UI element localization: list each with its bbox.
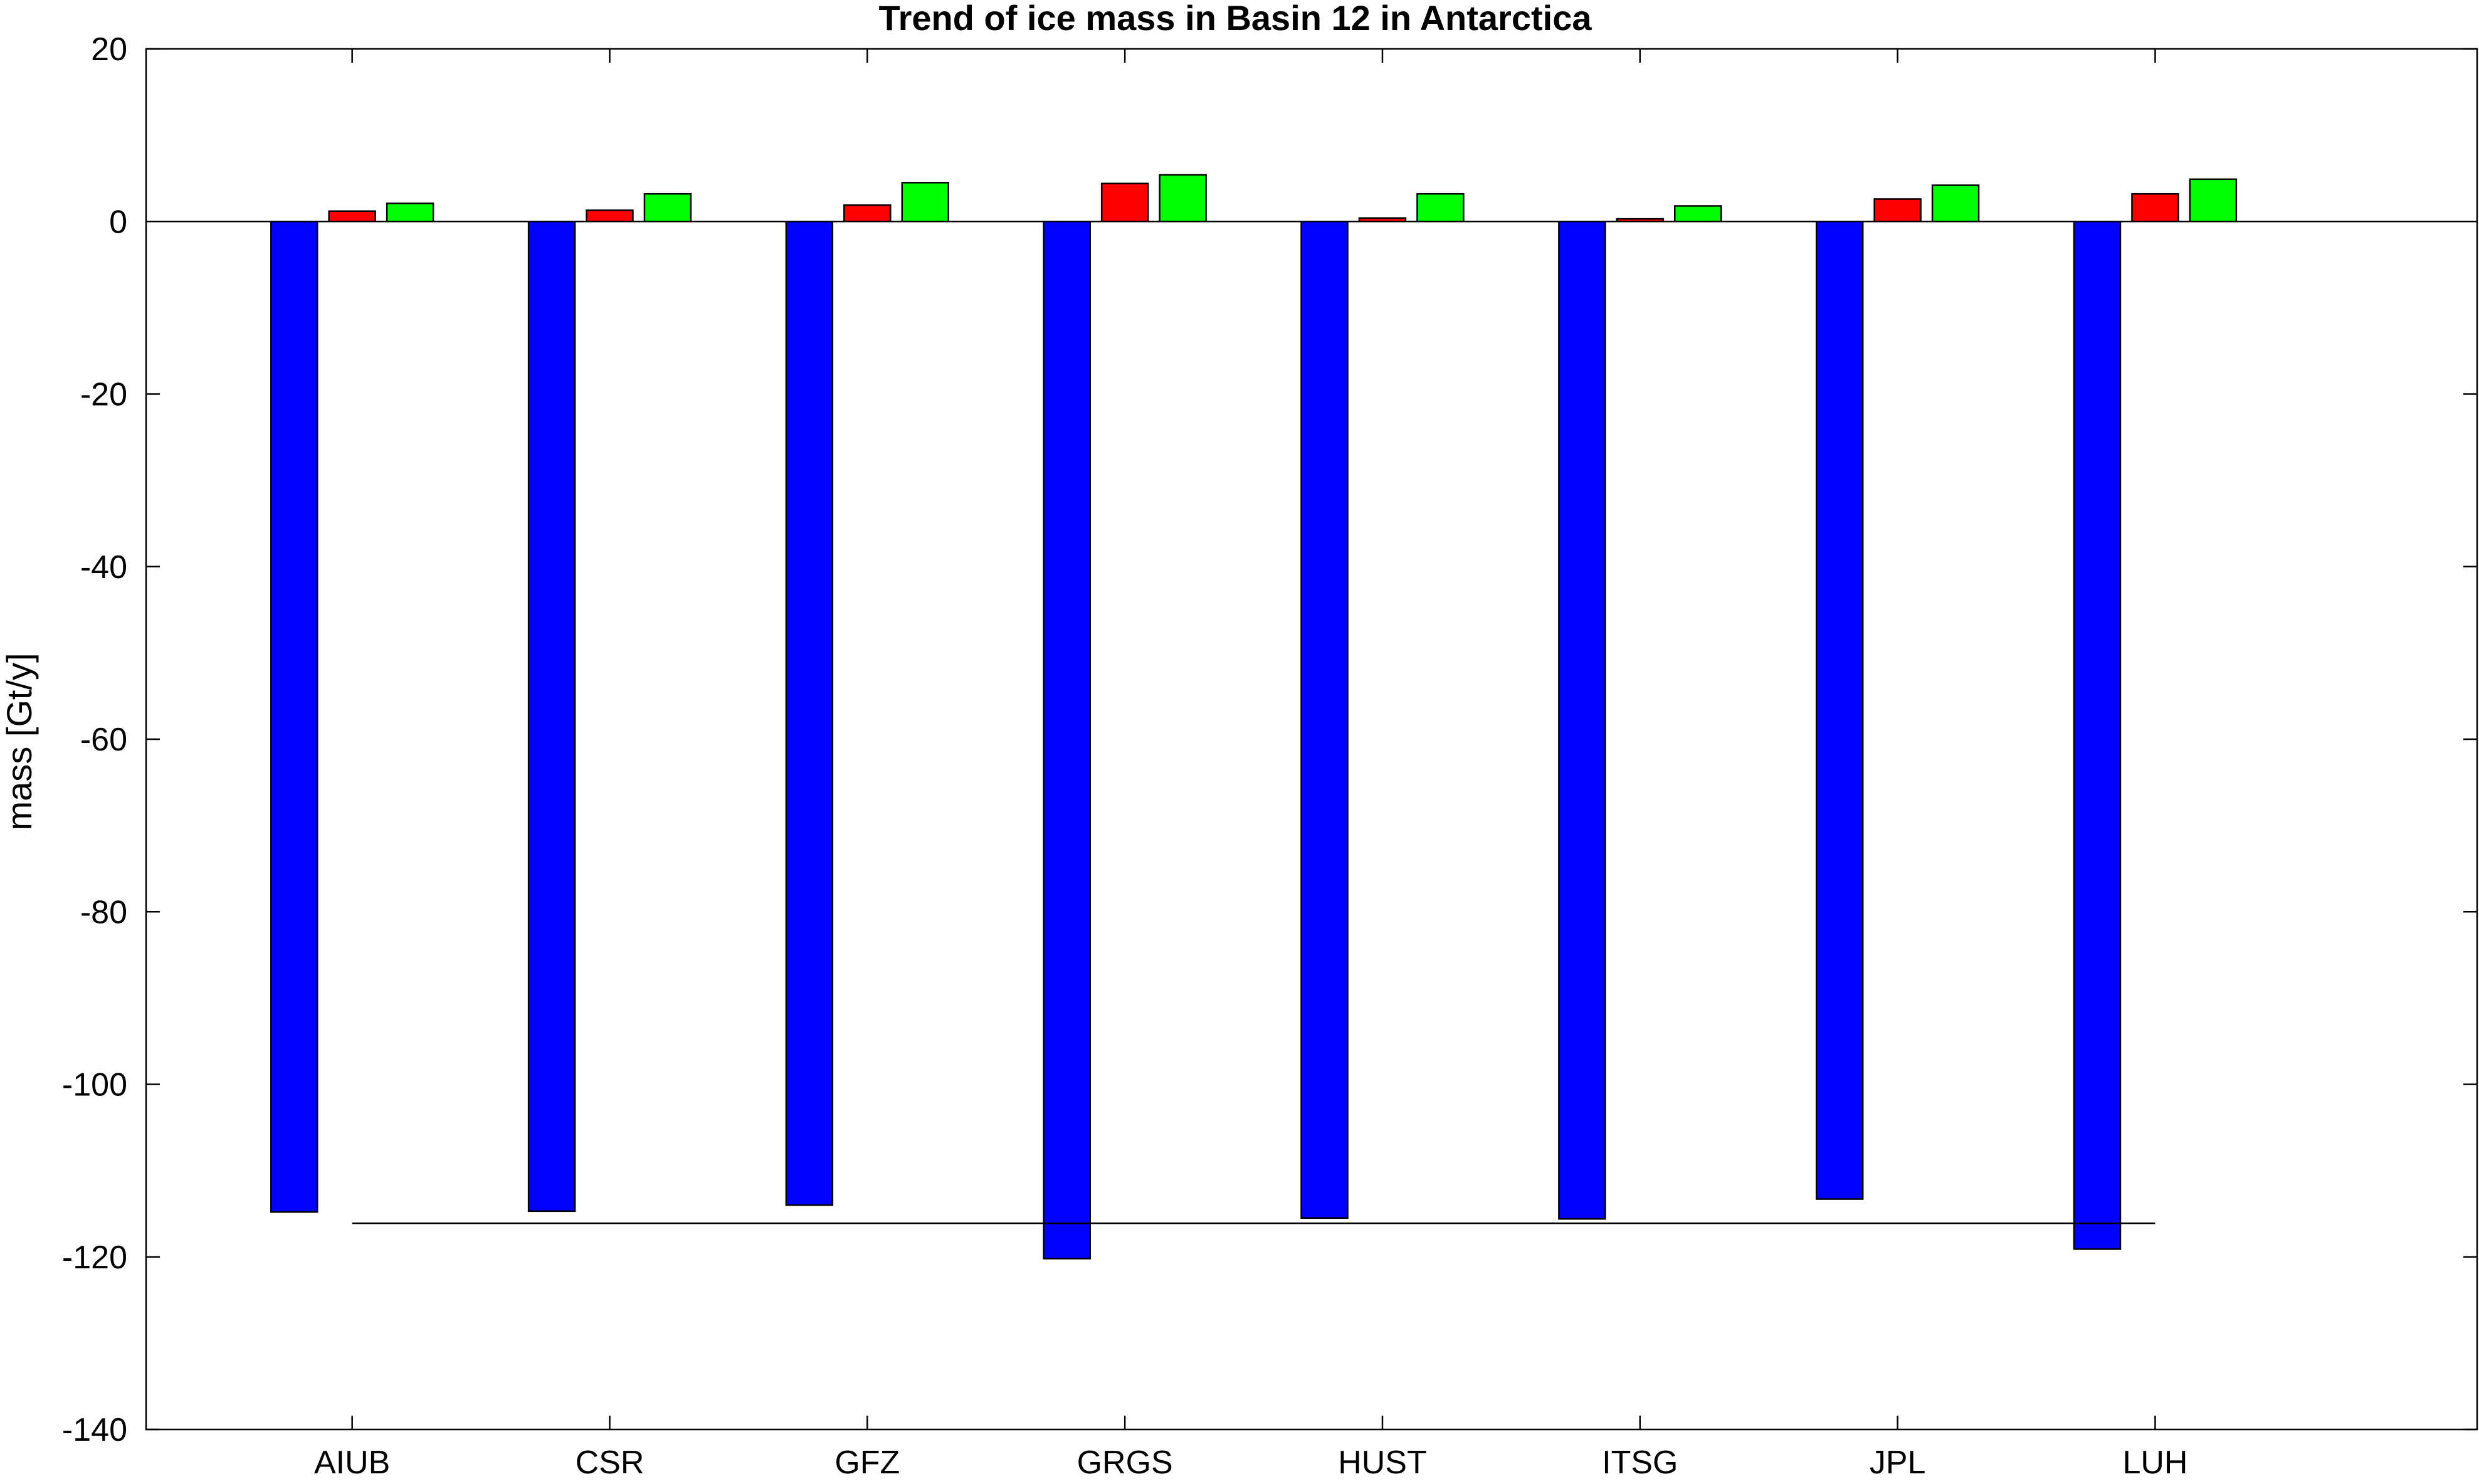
y-tick-label: -140 xyxy=(62,1412,127,1448)
bar-luh-series-3 xyxy=(2189,178,2238,223)
chart-title: Trend of ice mass in Basin 12 in Antarct… xyxy=(879,0,1592,38)
x-tick-label: AIUB xyxy=(314,1445,390,1481)
plot-area: -140 -120 -100 -80 -60 -40 -20 0 20 AIUB CSR GFZ GRG… xyxy=(62,31,2478,1481)
y-tick-label: -100 xyxy=(62,1067,127,1103)
x-tick-label: CSR xyxy=(576,1445,645,1481)
x-tick-label: JPL xyxy=(1870,1445,1926,1481)
bar-gfz-series-3 xyxy=(901,182,949,223)
x-tick-label: GRGS xyxy=(1077,1445,1173,1481)
x-tick-label: GFZ xyxy=(834,1445,900,1481)
bar-jpl-series-2 xyxy=(1873,198,1922,223)
bar-luh-series-2 xyxy=(2131,192,2179,223)
bar-gfz-series-2 xyxy=(843,204,892,223)
y-tick-label: 0 xyxy=(109,204,127,240)
bar-csr-series-3 xyxy=(643,192,692,223)
x-tick-label: ITSG xyxy=(1602,1445,1678,1481)
bar-jpl-series-3 xyxy=(1931,184,1980,223)
bar-aiub-series-1 xyxy=(270,221,318,1213)
y-tick-label: -120 xyxy=(62,1239,127,1276)
y-tick-label: -40 xyxy=(80,549,127,586)
bar-aiub-series-2 xyxy=(328,210,376,223)
bar-itsg-series-3 xyxy=(1674,205,1722,223)
bar-grgs-series-1 xyxy=(1043,221,1091,1260)
bar-hust-series-3 xyxy=(1416,192,1465,223)
y-tick-label: -20 xyxy=(80,377,127,413)
bar-aiub-series-3 xyxy=(386,203,434,223)
bar-gfz-series-1 xyxy=(785,221,834,1206)
y-axis-label: mass [Gt/y] xyxy=(0,653,39,830)
bar-grgs-series-2 xyxy=(1100,182,1149,223)
bar-hust-series-1 xyxy=(1300,221,1349,1219)
bar-jpl-series-1 xyxy=(1815,221,1864,1200)
bar-csr-series-2 xyxy=(586,209,634,223)
x-tick-label: HUST xyxy=(1338,1445,1427,1481)
y-tick-label: -60 xyxy=(80,722,127,758)
y-tick-label: 20 xyxy=(91,31,127,68)
bar-itsg-series-1 xyxy=(1558,221,1606,1220)
bar-grgs-series-3 xyxy=(1159,174,1207,223)
bar-luh-series-1 xyxy=(2073,221,2122,1250)
y-tick-label: -80 xyxy=(80,894,127,930)
bar-csr-series-1 xyxy=(527,221,576,1213)
x-tick-label: LUH xyxy=(2122,1445,2187,1481)
